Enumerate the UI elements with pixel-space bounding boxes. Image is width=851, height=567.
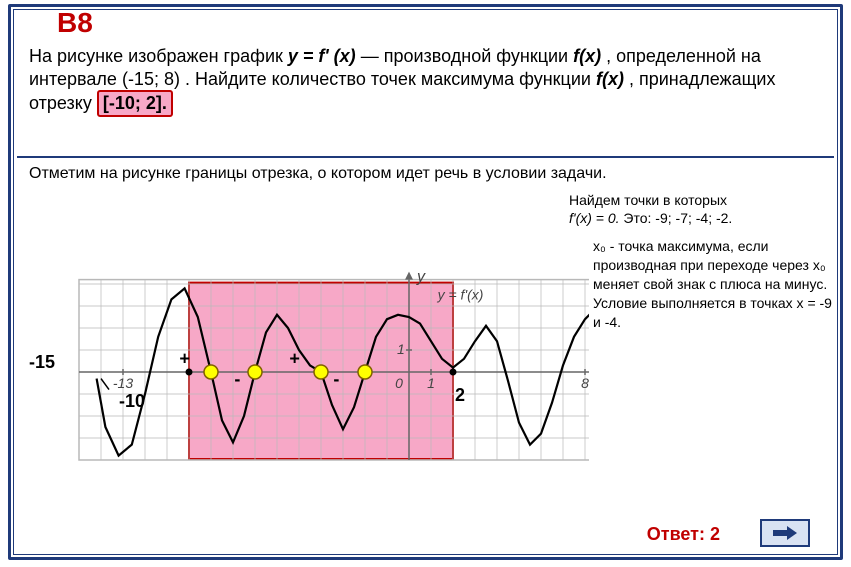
svg-text:1: 1 [397,341,405,357]
svg-text:0: 0 [395,375,403,391]
note1-b: Это: -9; -7; -4; -2. [623,210,732,226]
problem-func: y = f' (x) [288,46,356,66]
problem-fx: f(x) [573,46,601,66]
svg-text:8: 8 [581,375,589,391]
note-maxima: x₀ - точка максимума, если производная п… [593,237,833,331]
problem-text: На рисунке изображен график y = f' (x) —… [29,45,820,117]
problem-fx2: f(x) [596,69,624,89]
hint-text: Отметим на рисунке границы отрезка, о ко… [29,165,607,183]
svg-text:y: y [416,269,426,286]
note1-a: Найдем точки в которых [569,192,727,208]
interval-highlight: [-10; 2]. [97,90,173,117]
answer-text: Ответ: 2 [647,524,720,545]
chart-svg: -13 1 0 8 1 y y = f'(x) + - + - [29,237,589,517]
note-zeros: Найдем точки в которых f'(x) = 0. Это: -… [569,191,732,227]
svg-text:1: 1 [427,375,435,391]
divider-line [17,156,834,158]
slide-frame: B8 На рисунке изображен график y = f' (x… [8,4,843,560]
problem-part: На рисунке изображен график [29,46,288,66]
note2-text: x₀ - точка максимума, если производная п… [593,238,832,330]
arrow-right-icon [773,526,797,540]
chart: -13 1 0 8 1 y y = f'(x) + - + - [29,237,589,517]
svg-text:y = f'(x): y = f'(x) [437,286,484,302]
note1-formula: f'(x) = 0. [569,210,620,226]
svg-text:-13: -13 [113,375,133,391]
label-minus10: -10 [119,391,145,412]
next-button[interactable] [760,519,810,547]
problem-part: — производной функции [361,46,573,66]
svg-text:+: + [179,348,190,368]
svg-text:-: - [333,369,339,389]
svg-text:+: + [289,348,300,368]
svg-text:-: - [234,369,240,389]
label-two: 2 [455,385,465,406]
label-minus15: -15 [29,352,55,373]
task-number: B8 [57,7,93,39]
